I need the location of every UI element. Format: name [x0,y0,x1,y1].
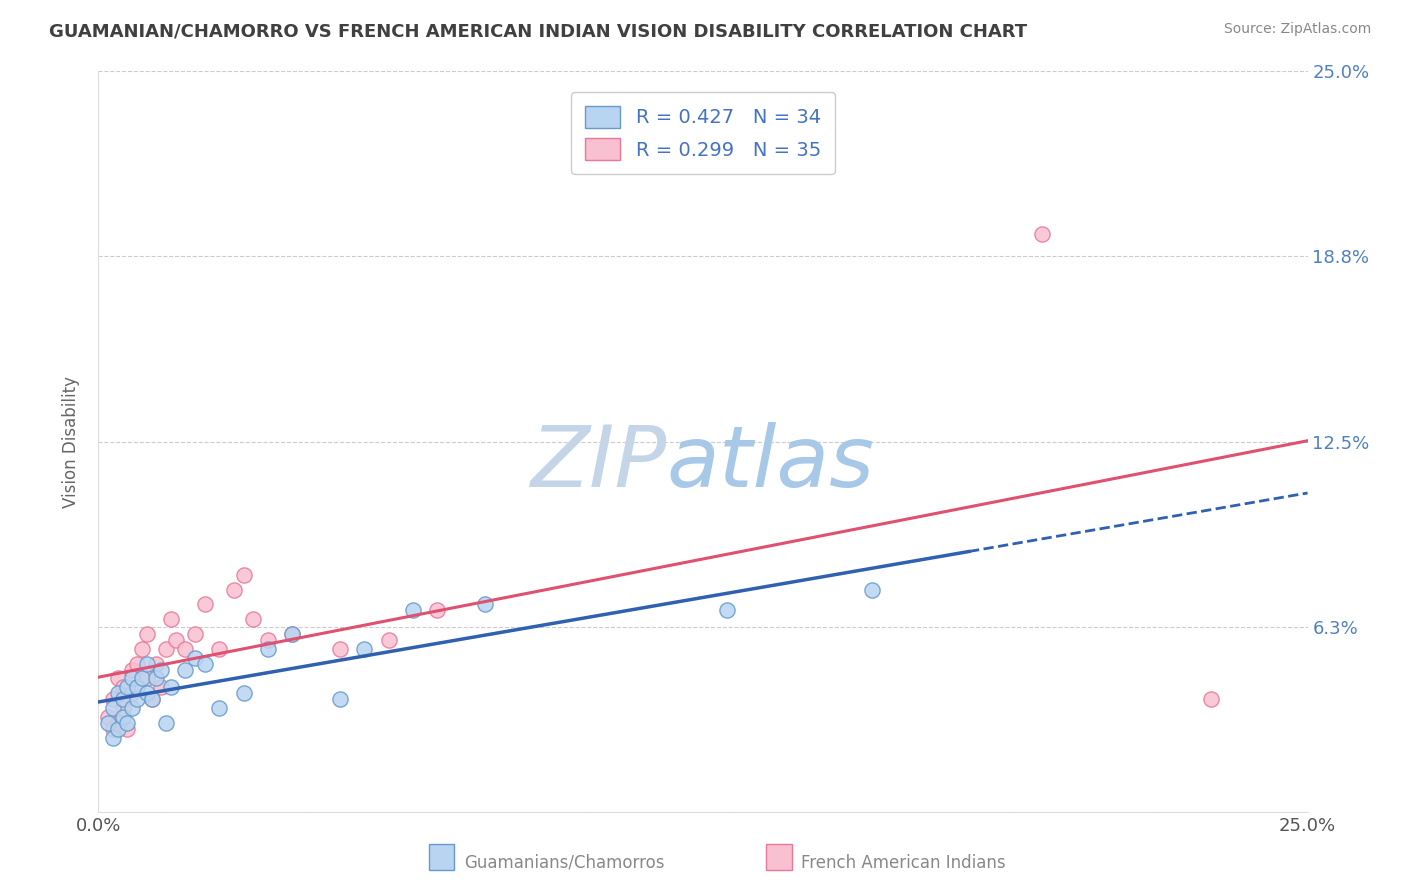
Point [121,701,143,715]
Text: Guamanians/Chamorros: Guamanians/Chamorros [464,854,665,871]
Point [135,657,157,671]
Point [242,612,264,626]
Point [155,715,177,730]
Point [111,701,134,715]
Point [101,722,124,736]
Point [117,715,139,730]
Point [329,641,352,656]
Point [107,715,129,730]
Text: Source: ZipAtlas.com: Source: ZipAtlas.com [1223,22,1371,37]
Point [232,686,254,700]
Point [165,632,187,647]
Point [127,657,149,671]
Point [194,657,217,671]
Point [117,681,139,695]
Text: French American Indians: French American Indians [801,854,1007,871]
Point [222,582,245,597]
Point [111,692,134,706]
Point [353,641,375,656]
Point [208,641,231,656]
Point [256,641,278,656]
Point [131,641,153,656]
Point [141,692,163,706]
Point [860,582,883,597]
Point [716,603,738,617]
Point [145,672,167,686]
Point [377,632,399,647]
Point [117,722,139,736]
Point [131,672,153,686]
Point [329,692,352,706]
Point [107,672,129,686]
Point [97,715,120,730]
Point [208,701,231,715]
Point [111,710,134,724]
Text: GUAMANIAN/CHAMORRO VS FRENCH AMERICAN INDIAN VISION DISABILITY CORRELATION CHART: GUAMANIAN/CHAMORRO VS FRENCH AMERICAN IN… [49,22,1028,40]
Point [232,567,254,582]
Point [121,663,143,677]
Point [174,641,197,656]
Point [107,686,129,700]
Text: ZIP: ZIP [530,422,666,505]
Y-axis label: Vision Disability: Vision Disability [62,376,80,508]
Point [281,627,304,641]
Point [194,598,217,612]
Point [1199,692,1222,706]
Point [160,681,183,695]
Point [145,657,167,671]
Point [97,710,120,724]
Point [111,681,134,695]
Point [135,672,157,686]
Point [101,701,124,715]
Point [121,686,143,700]
Point [256,632,278,647]
Legend: R = 0.427   N = 34, R = 0.299   N = 35: R = 0.427 N = 34, R = 0.299 N = 35 [571,92,835,174]
Point [150,663,173,677]
Point [184,627,207,641]
Point [141,692,163,706]
Point [155,641,177,656]
Point [150,681,173,695]
Point [101,731,124,745]
Point [107,722,129,736]
Point [135,686,157,700]
Point [127,681,149,695]
Point [127,681,149,695]
Point [426,603,449,617]
Text: atlas: atlas [666,422,875,505]
Point [1031,227,1053,242]
Point [281,627,304,641]
Point [135,627,157,641]
Point [174,663,197,677]
Point [402,603,425,617]
Point [121,672,143,686]
Point [184,650,207,665]
Point [474,598,496,612]
Point [160,612,183,626]
Point [127,692,149,706]
Point [101,692,124,706]
